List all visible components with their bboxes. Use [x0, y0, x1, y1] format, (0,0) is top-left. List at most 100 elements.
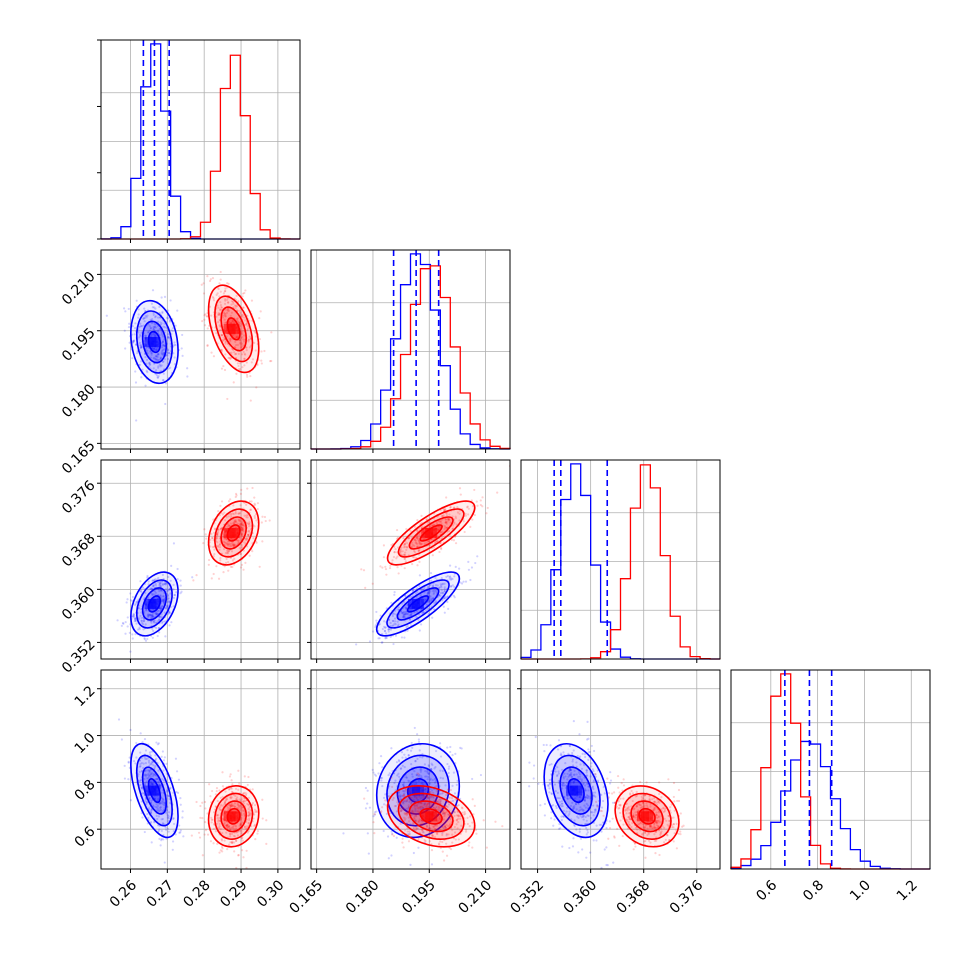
- sample-point: [473, 489, 475, 491]
- sample-point: [129, 592, 131, 594]
- sample-point: [449, 565, 451, 567]
- sample-point: [260, 360, 262, 362]
- sample-point: [420, 623, 422, 625]
- sample-point: [372, 769, 374, 771]
- sample-point: [179, 580, 181, 582]
- sample-point: [247, 784, 249, 786]
- sample-point: [443, 606, 445, 608]
- sample-point: [180, 829, 182, 831]
- sample-point: [593, 750, 595, 752]
- sample-point: [123, 307, 125, 309]
- sample-point: [381, 567, 383, 569]
- sample-point: [472, 798, 474, 800]
- sample-point: [577, 851, 579, 853]
- panel-content: [355, 465, 511, 646]
- sample-point: [176, 568, 178, 570]
- sample-point: [235, 373, 237, 375]
- sample-point: [130, 599, 132, 601]
- sample-point: [173, 878, 175, 880]
- sample-point: [581, 848, 583, 850]
- sample-point: [242, 856, 244, 858]
- sample-point: [255, 386, 257, 388]
- sample-point: [206, 345, 208, 347]
- sample-point: [372, 821, 374, 823]
- sample-point: [124, 310, 126, 312]
- sample-point: [172, 840, 174, 842]
- sample-point: [485, 512, 487, 514]
- sample-point: [451, 754, 453, 756]
- sample-point: [254, 838, 256, 840]
- sample-point: [471, 566, 473, 568]
- sample-point: [186, 367, 188, 369]
- sample-point: [573, 720, 575, 722]
- sample-point: [124, 777, 126, 779]
- sample-point: [471, 519, 473, 521]
- sample-point: [572, 837, 574, 839]
- sample-point: [240, 493, 242, 495]
- sample-point: [418, 741, 420, 743]
- sample-point: [474, 514, 476, 516]
- sample-point: [204, 324, 206, 326]
- sample-point: [396, 566, 398, 568]
- sample-point: [254, 504, 256, 506]
- sample-point: [464, 531, 466, 533]
- sample-point: [192, 579, 194, 581]
- sample-point: [233, 850, 235, 852]
- hist-panel-1: [311, 250, 510, 453]
- sample-point: [387, 835, 389, 837]
- sample-point: [203, 314, 205, 316]
- sample-point: [476, 555, 478, 557]
- sample-point: [438, 551, 440, 553]
- sample-point: [160, 844, 162, 846]
- sample-point: [483, 819, 485, 821]
- sample-point: [453, 539, 455, 541]
- sample-point: [418, 561, 420, 563]
- sample-point: [418, 773, 420, 775]
- sample-point: [395, 635, 397, 637]
- sample-point: [164, 635, 166, 637]
- sample-point: [383, 556, 385, 558]
- sample-point: [411, 742, 413, 744]
- sample-point: [222, 365, 224, 367]
- sample-point: [179, 797, 181, 799]
- sample-point: [259, 566, 261, 568]
- sample-point: [386, 637, 388, 639]
- sample-point: [231, 779, 233, 781]
- sample-point: [378, 762, 380, 764]
- scatter-panel-2-0: [97, 460, 300, 663]
- scatter-panel-2-1: [307, 460, 511, 663]
- sample-point: [383, 544, 385, 546]
- sample-point: [135, 419, 137, 421]
- sample-point: [384, 799, 386, 801]
- sample-point: [404, 567, 406, 569]
- sample-point: [201, 817, 203, 819]
- sample-point: [474, 805, 476, 807]
- sample-point: [212, 842, 214, 844]
- sample-point: [265, 819, 267, 821]
- sample-point: [243, 292, 245, 294]
- sample-point: [467, 561, 469, 563]
- sample-point: [208, 783, 210, 785]
- sample-point: [135, 742, 137, 744]
- sample-point: [155, 741, 157, 743]
- sample-point: [221, 846, 223, 848]
- panel-content: [342, 727, 503, 866]
- sample-point: [455, 542, 457, 544]
- sample-point: [216, 843, 218, 845]
- sample-point: [460, 493, 462, 495]
- scatter-panel-1-0: [97, 250, 300, 453]
- sample-point: [144, 385, 146, 387]
- sample-point: [128, 326, 130, 328]
- sample-point: [161, 756, 163, 758]
- sample-point: [609, 820, 611, 822]
- sample-point: [146, 638, 148, 640]
- sample-point: [450, 848, 452, 850]
- sample-point: [162, 838, 164, 840]
- sample-point: [388, 857, 390, 859]
- sample-point: [610, 779, 612, 781]
- sample-point: [543, 744, 545, 746]
- hist-panel-0: [97, 40, 300, 243]
- sample-point: [392, 643, 394, 645]
- sample-point: [249, 555, 251, 557]
- sample-point: [126, 598, 128, 600]
